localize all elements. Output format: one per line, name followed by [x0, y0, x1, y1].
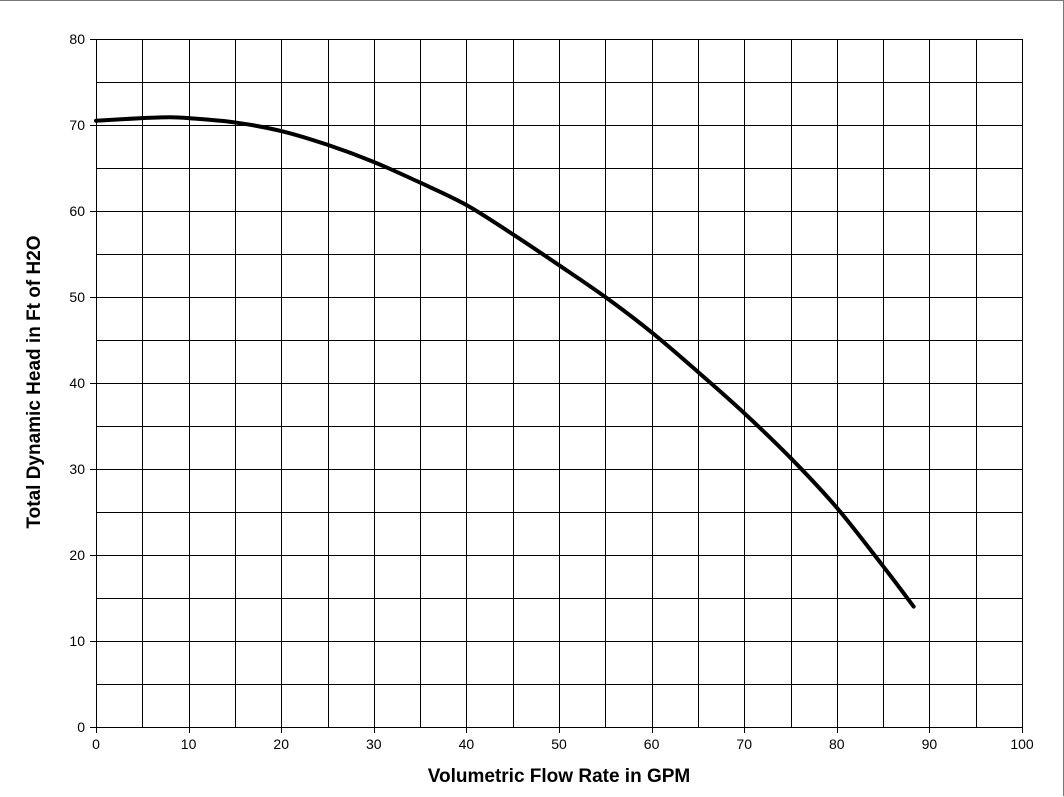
series-line-0 [94, 115, 916, 609]
x-tick-label: 50 [551, 736, 567, 752]
x-tick-label: 70 [736, 736, 752, 752]
y-tick-label: 20 [69, 547, 85, 563]
grid [96, 39, 1023, 728]
y-tick-label: 50 [69, 289, 85, 305]
y-tick-labels: 0 10 20 30 40 50 60 70 80 [69, 31, 96, 735]
y-tick-label: 40 [69, 375, 85, 391]
x-tick-label: 20 [273, 736, 289, 752]
x-tick-label: 30 [366, 736, 382, 752]
x-tick-label: 100 [1010, 736, 1034, 752]
y-axis-title: Total Dynamic Head in Ft of H2O [24, 235, 45, 528]
y-tick-label: 60 [69, 203, 85, 219]
x-tick-label: 10 [181, 736, 197, 752]
y-tick-label: 30 [69, 461, 85, 477]
x-axis-title: Volumetric Flow Rate in GPM [428, 766, 691, 787]
y-tick-label: 70 [69, 117, 85, 133]
x-tick-labels: 0 10 20 30 40 50 60 70 80 90 100 [92, 727, 1034, 752]
x-tick-label: 80 [829, 736, 845, 752]
y-tick-label: 10 [69, 633, 85, 649]
y-tick-label: 0 [77, 719, 85, 735]
x-tick-label: 90 [922, 736, 938, 752]
y-tick-label: 80 [69, 31, 85, 47]
series [94, 115, 916, 609]
x-tick-label: 0 [92, 736, 100, 752]
x-tick-label: 40 [459, 736, 475, 752]
x-tick-label: 60 [644, 736, 660, 752]
